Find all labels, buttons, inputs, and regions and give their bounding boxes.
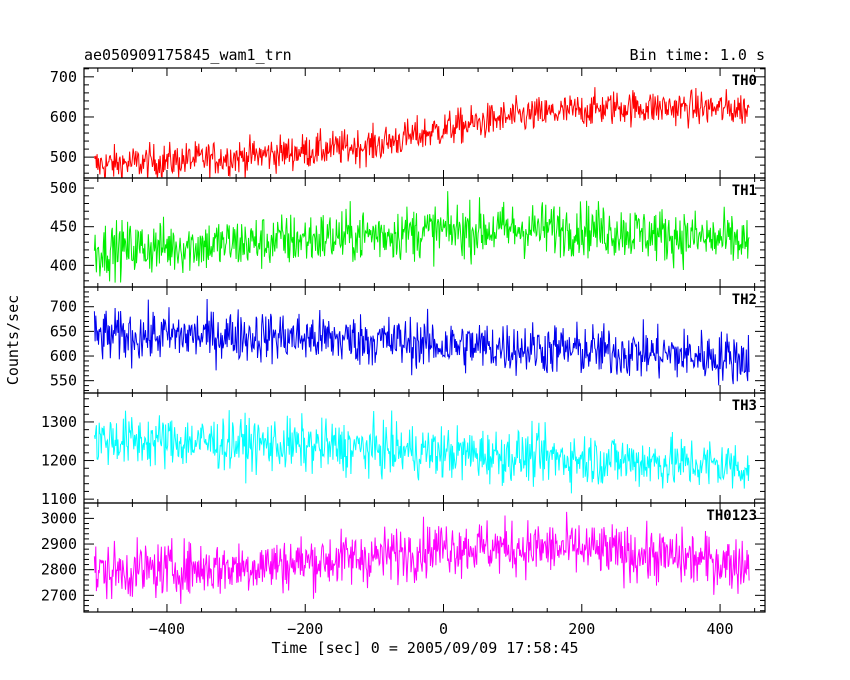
y-tick-label: 1100	[41, 490, 77, 508]
x-tick-label: 200	[568, 620, 595, 638]
y-tick-label: 1200	[41, 452, 77, 470]
series-line-th0	[93, 87, 750, 178]
panel-frame	[83, 502, 766, 613]
panel-stack: 500 600 700 TH0 400 450 500 TH1 550 600 650 700 TH2 1…	[41, 67, 766, 613]
header-bin-time: Bin time: 1.0 s	[630, 46, 765, 64]
panel-th3: 1100 1200 1300 TH3	[41, 392, 766, 508]
y-axis-title: Counts/sec	[4, 295, 22, 385]
x-tick-label: 400	[707, 620, 734, 638]
x-tick-label: 0	[439, 620, 448, 638]
panel-label: TH2	[732, 292, 757, 308]
y-tick-label: 450	[50, 218, 77, 236]
y-tick-label: 550	[50, 372, 77, 390]
panel-th0: 500 600 700 TH0	[50, 67, 766, 179]
y-tick-label: 500	[50, 148, 77, 166]
panel-label: TH1	[732, 183, 757, 199]
y-tick-label: 2700	[41, 586, 77, 604]
panel-label: TH0	[732, 73, 757, 89]
y-tick-label: 600	[50, 347, 77, 365]
x-tick-label: −200	[287, 620, 323, 638]
y-tick-label: 700	[50, 68, 77, 86]
series-line-th0123	[93, 511, 750, 604]
y-tick-label: 3000	[41, 509, 77, 527]
y-tick-label: 650	[50, 322, 77, 340]
x-axis: −400 −200 0 200 400	[149, 620, 734, 638]
y-tick-label: 600	[50, 108, 77, 126]
x-tick-label: −400	[149, 620, 185, 638]
panel-th2: 550 600 650 700 TH2	[50, 286, 766, 394]
x-axis-title: Time [sec] 0 = 2005/09/09 17:58:45	[271, 639, 578, 657]
series-line-th2	[93, 298, 750, 386]
panel-label: TH3	[732, 398, 757, 414]
series-line-th1	[93, 191, 750, 283]
y-tick-label: 1300	[41, 413, 77, 431]
series-line-th3	[93, 410, 750, 494]
y-tick-label: 500	[50, 179, 77, 197]
panel-th1: 400 450 500 TH1	[50, 177, 766, 288]
y-tick-label: 2900	[41, 535, 77, 553]
panel-label: TH0123	[706, 508, 757, 524]
panel-th0123: 2700 2800 2900 3000 TH0123	[41, 502, 766, 613]
y-tick-label: 2800	[41, 561, 77, 579]
y-tick-label: 700	[50, 298, 77, 316]
y-tick-label: 400	[50, 256, 77, 274]
header-source-name: ae050909175845_wam1_trn	[84, 46, 292, 64]
